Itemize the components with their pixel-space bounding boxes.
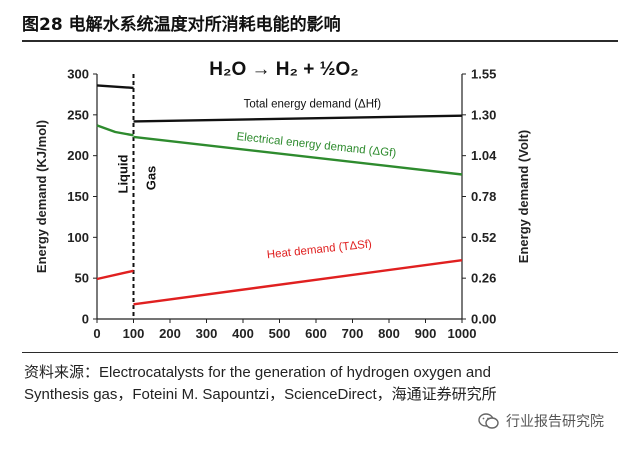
y-tick-label: 200: [67, 148, 89, 163]
y-right-tick-label: 0.52: [471, 230, 496, 245]
y-right-tick-label: 1.30: [471, 107, 496, 122]
y-right-tick-label: 1.04: [471, 148, 497, 163]
source-line-2: Synthesis gas，Foteini M. Sapountzi，Scien…: [24, 386, 497, 403]
x-tick-label: 0: [93, 326, 100, 341]
y-right-tick-label: 0.26: [471, 271, 496, 286]
y-axis-title: Energy demand (KJ/mol): [34, 120, 49, 273]
y-right-axis-title: Energy demand (Volt): [516, 130, 531, 263]
axes: 0 100 200 300 400 500 600 700 800 900 1000 0 50 100 15…: [34, 67, 531, 342]
energy-demand-chart: 0 100 200 300 400 500 600 700 800 900 1000 0 50 100 15…: [34, 59, 531, 342]
wechat-icon: [478, 413, 499, 429]
y-tick-label: 300: [67, 67, 89, 82]
series-1-segment-0: [96, 124, 134, 137]
reaction-equation: H₂O → H₂ + ½O₂: [209, 59, 358, 80]
y-tick-label: 0: [82, 312, 89, 327]
x-tick-label: 600: [305, 326, 327, 341]
x-tick-label: 400: [232, 326, 254, 341]
y-right-tick-label: 0.78: [471, 189, 496, 204]
phase-label-liquid: Liquid: [116, 154, 131, 193]
x-tick-label: 700: [342, 326, 364, 341]
y-tick-label: 100: [67, 230, 89, 245]
series-0-segment-0: [96, 84, 134, 90]
series-2-segment-1: [133, 259, 463, 306]
x-tick-label: 300: [196, 326, 218, 341]
x-tick-label: 500: [269, 326, 291, 341]
x-tick-label: 200: [159, 326, 181, 341]
y-tick-label: 50: [75, 271, 89, 286]
watermark: 行业报告研究院: [478, 407, 628, 435]
series-2-segment-0: [96, 269, 134, 281]
x-tick-label: 1000: [448, 326, 477, 341]
series-label-2: Heat demand (TΔSf): [266, 238, 372, 261]
series-layer: [96, 84, 463, 306]
x-tick-label: 900: [415, 326, 437, 341]
y-tick-label: 250: [67, 107, 89, 122]
source-line-1: 资料来源：Electrocatalysts for the generation…: [24, 364, 491, 381]
watermark-text: 行业报告研究院: [506, 414, 604, 430]
series-label-0: Total energy demand (ΔHf): [244, 98, 382, 110]
y-tick-label: 150: [67, 189, 89, 204]
phase-label-gas: Gas: [144, 166, 159, 191]
series-1-segment-1: [133, 135, 463, 176]
series-label-1: Electrical energy demand (ΔGf): [236, 131, 397, 160]
figure-title: 图28 电解水系统温度对所消耗电能的影响: [22, 15, 341, 35]
source-rule: [22, 352, 618, 353]
x-tick-label: 100: [123, 326, 145, 341]
series-0-segment-1: [133, 114, 463, 123]
chart-labels: Liquid Gas H₂O → H₂ + ½O₂ Total energy dema…: [116, 59, 397, 261]
y-right-tick-label: 1.55: [471, 67, 496, 82]
x-tick-label: 800: [378, 326, 400, 341]
y-right-tick-label: 0.00: [471, 312, 496, 327]
source-note: 资料来源：Electrocatalysts for the generation…: [24, 362, 584, 406]
title-rule: [22, 40, 618, 42]
